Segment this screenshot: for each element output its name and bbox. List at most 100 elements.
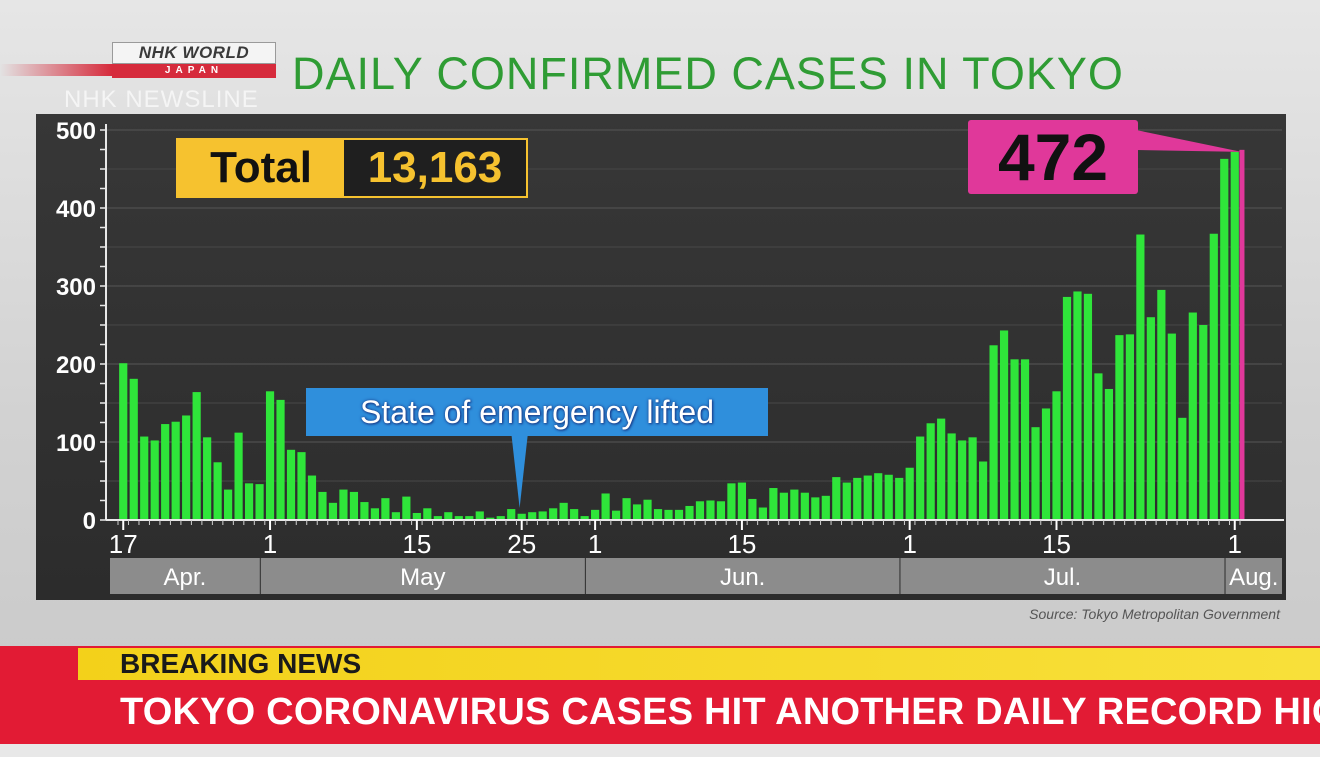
- x-tick-label: 1: [902, 529, 916, 559]
- bar: [1031, 427, 1040, 520]
- bar: [811, 497, 820, 520]
- bar: [842, 482, 851, 520]
- bar: [475, 511, 484, 520]
- bar: [1188, 312, 1197, 520]
- breaking-news-strip: [78, 648, 1320, 680]
- bar: [1052, 391, 1061, 520]
- bar: [444, 512, 453, 520]
- bar: [863, 475, 872, 520]
- bar: [391, 512, 400, 520]
- bar: [1010, 359, 1019, 520]
- bar: [1020, 359, 1030, 520]
- month-band: [585, 558, 900, 594]
- bar: [653, 509, 663, 520]
- bar: [706, 500, 715, 520]
- bar: [1167, 333, 1176, 520]
- bar: [140, 436, 149, 520]
- bar: [1146, 317, 1155, 520]
- nhk-world-logo: NHK WORLD JAPAN: [112, 42, 276, 82]
- bar: [528, 512, 537, 520]
- bar: [1115, 335, 1124, 520]
- bar: [989, 345, 998, 520]
- bar: [758, 507, 767, 520]
- bar: [381, 498, 390, 520]
- chart-title: DAILY CONFIRMED CASES IN TOKYO: [292, 48, 1124, 99]
- bar: [1083, 293, 1093, 520]
- bar: [601, 493, 610, 520]
- bar: [423, 508, 432, 520]
- bar: [926, 423, 935, 520]
- bar: [507, 509, 516, 520]
- red-accent-stripe: [0, 64, 112, 76]
- callout-pointer: [511, 436, 528, 508]
- bar: [244, 483, 254, 520]
- bar: [832, 477, 841, 520]
- bar: [1157, 289, 1166, 520]
- bar: [559, 502, 568, 520]
- bar: [402, 496, 411, 520]
- logo-wordmark: NHK WORLD: [112, 42, 276, 64]
- bar: [769, 488, 778, 520]
- x-tick-label: 25: [507, 529, 536, 559]
- bar: [328, 502, 338, 520]
- bar: [255, 484, 264, 520]
- month-band: [260, 558, 585, 594]
- bar: [182, 415, 191, 520]
- month-label: Jul.: [1044, 564, 1081, 591]
- month-label: May: [400, 564, 445, 591]
- bar: [821, 495, 830, 520]
- x-tick-label: 15: [727, 529, 756, 559]
- bar: [213, 462, 222, 520]
- bar: [349, 491, 359, 520]
- bar: [339, 489, 348, 520]
- bar: [1041, 408, 1051, 520]
- bar: [937, 418, 946, 520]
- bar: [119, 363, 128, 520]
- x-tick-label: 17: [109, 529, 138, 559]
- bar: [979, 461, 988, 520]
- bar: [161, 424, 170, 520]
- bar: [297, 452, 306, 520]
- breaking-news-label: BREAKING NEWS: [120, 648, 362, 679]
- bar: [496, 516, 505, 520]
- total-value: 13,163: [344, 140, 526, 196]
- bar: [1125, 334, 1134, 520]
- bar: [958, 440, 967, 520]
- bar: [947, 433, 956, 520]
- bar: [276, 399, 285, 520]
- bar: [129, 378, 138, 520]
- bar: [1220, 158, 1229, 521]
- bar: [748, 498, 757, 520]
- emergency-lifted-callout: State of emergency lifted: [306, 388, 768, 436]
- bar: [517, 513, 526, 520]
- month-label: Jun.: [720, 564, 765, 591]
- bar: [538, 511, 547, 520]
- x-tick-label: 15: [1042, 529, 1071, 559]
- bar: [171, 421, 180, 520]
- bar: [203, 437, 212, 520]
- y-tick-label: 0: [83, 508, 96, 535]
- bar: [465, 516, 474, 520]
- bar: [790, 489, 799, 520]
- y-tick-label: 500: [56, 118, 96, 145]
- source-note: Source: Tokyo Metropolitan Government: [1029, 606, 1280, 622]
- bar: [727, 483, 736, 520]
- bar: [234, 432, 243, 520]
- bar: [224, 489, 233, 520]
- bar: [307, 475, 317, 520]
- bar: [1136, 234, 1145, 520]
- bar: [150, 440, 159, 520]
- bar: [800, 492, 809, 520]
- bar: [1094, 373, 1103, 520]
- month-band: [110, 558, 260, 594]
- program-watermark: NHK NEWSLINE: [64, 86, 259, 113]
- bar: [265, 391, 275, 520]
- bar: [454, 516, 463, 520]
- bar: [916, 436, 925, 520]
- bar: [1199, 325, 1208, 520]
- logo-subtitle: JAPAN: [112, 64, 276, 78]
- bar: [905, 467, 914, 520]
- bar: [570, 509, 579, 520]
- breaking-news-headline: TOKYO CORONAVIRUS CASES HIT ANOTHER DAIL…: [120, 691, 1320, 733]
- x-tick-label: 1: [1228, 529, 1242, 559]
